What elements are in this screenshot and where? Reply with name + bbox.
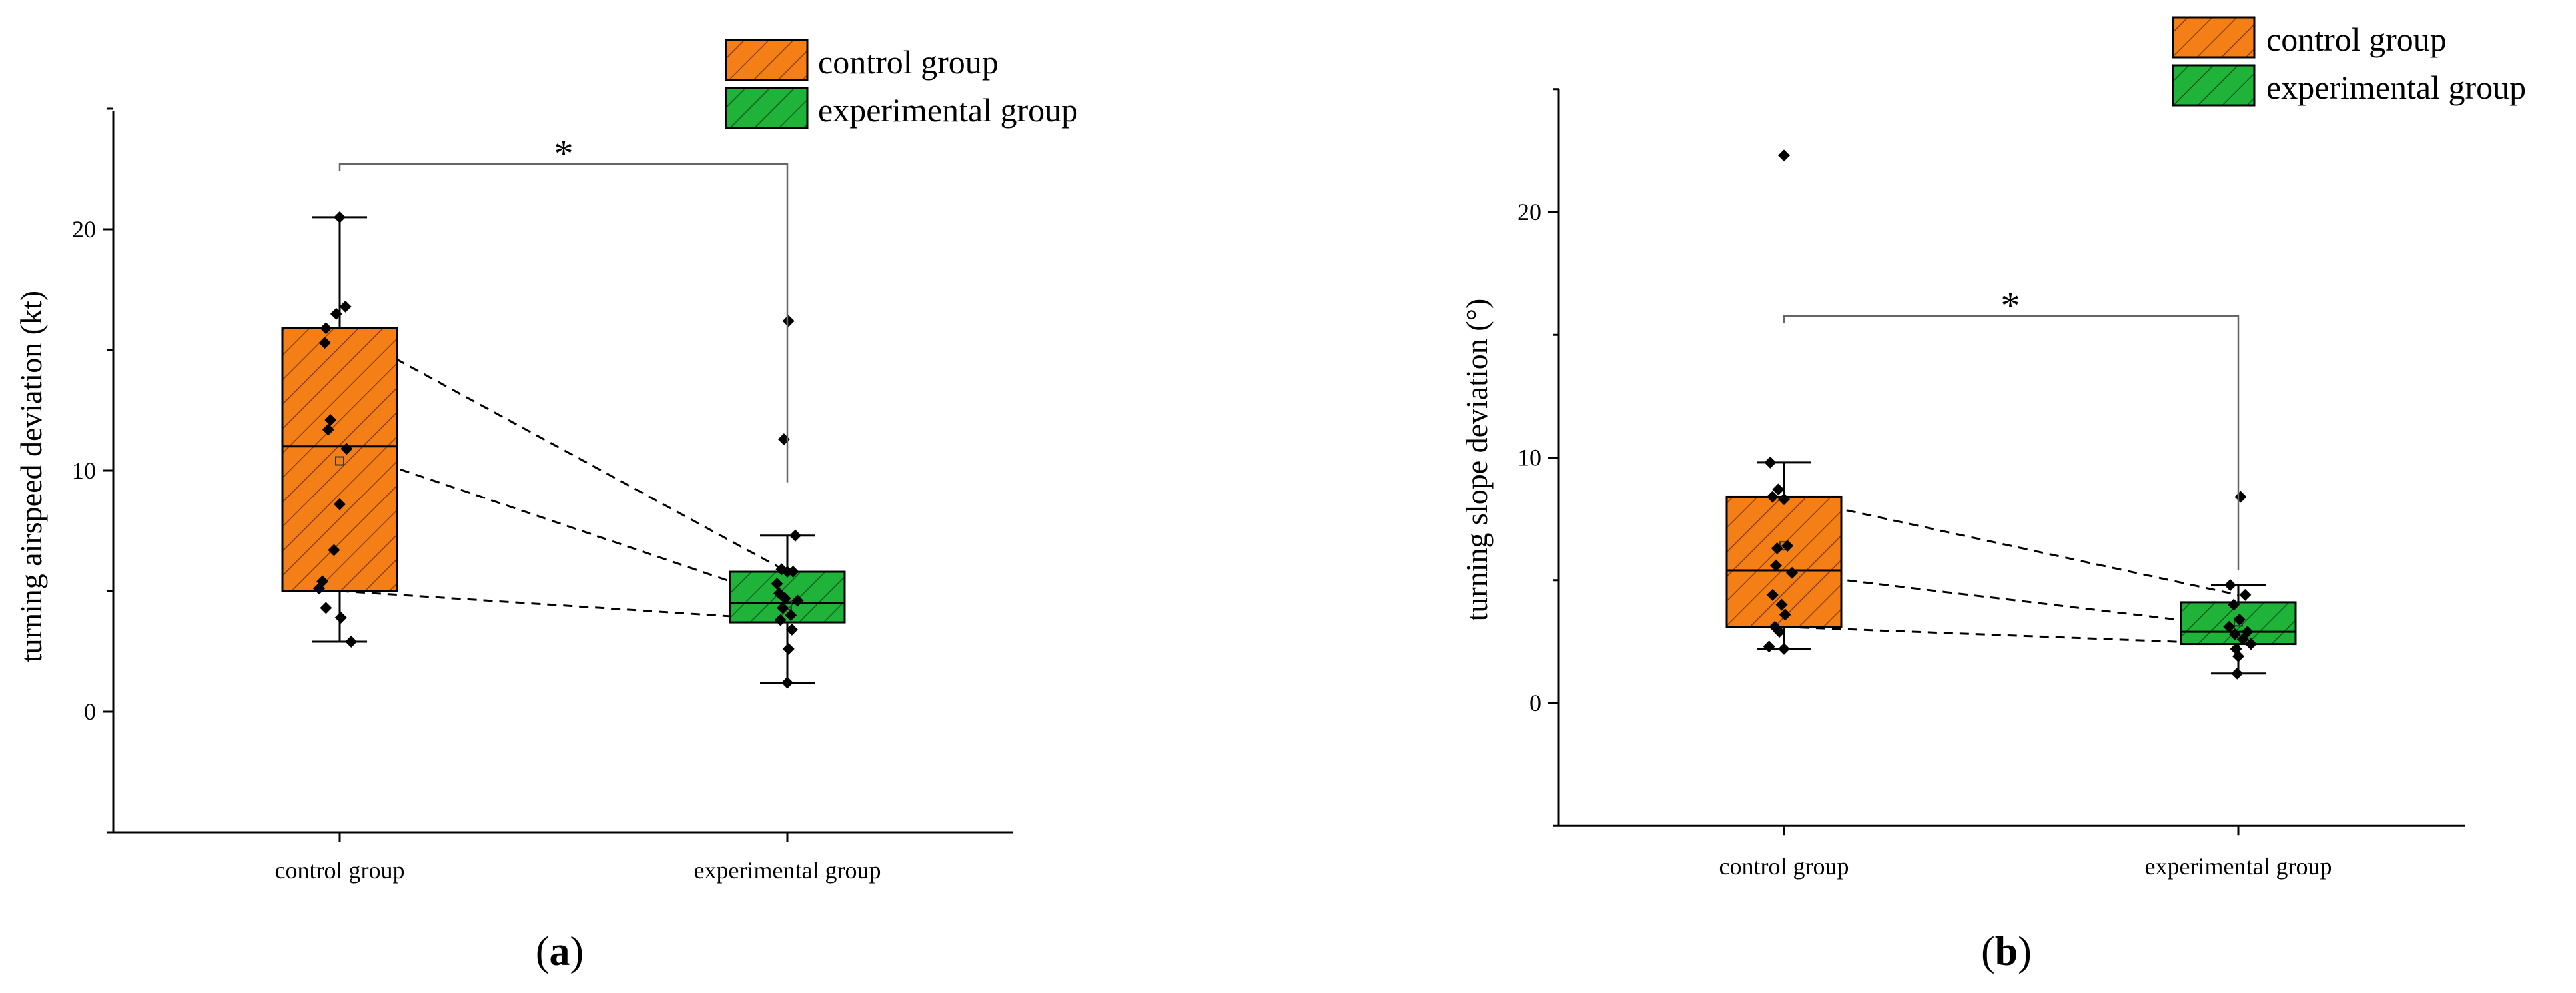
panel-a-box-experimental-point-5 xyxy=(789,529,802,542)
panel-b-box-control-point-5 xyxy=(1771,542,1783,554)
panel-a-trend-line-0 xyxy=(339,327,788,573)
panel-a-ytick-label-0: 0 xyxy=(84,698,96,725)
panel-b-legend: control group experimental group xyxy=(2172,16,2526,107)
panel-b-box-control-point-2 xyxy=(1772,483,1785,496)
panel-a-box-experimental-point-6 xyxy=(771,578,783,590)
panel-a-box-control-point-7 xyxy=(340,443,353,455)
panel-a-box-control-point-1 xyxy=(320,322,332,335)
panel-a-box-control-point-11 xyxy=(313,582,326,595)
panel-a-box-control-point-13 xyxy=(334,611,347,624)
panel-a-box-control-point-2 xyxy=(318,337,331,349)
panel-a-box-control-point-6 xyxy=(322,423,334,436)
panel-b-box-experimental-point-9 xyxy=(2244,638,2257,650)
panel-b-box-experimental-point-1 xyxy=(2224,579,2236,592)
panel-a-significance-star: * xyxy=(554,132,574,175)
panel-a-box-control-body xyxy=(281,327,398,592)
panel-b-box-control-point-8 xyxy=(1786,566,1799,579)
panel-b-box-control-point-4 xyxy=(1766,491,1779,503)
panel-b-box-control-point-13 xyxy=(1763,640,1775,653)
panel-b-box-experimental-point-6 xyxy=(2223,620,2236,633)
panel-b-xtick-label-control: control group xyxy=(1719,853,1849,880)
panel-b-box-experimental-point-12 xyxy=(2231,667,2244,680)
panel-b-legend-label-experimental: experimental group xyxy=(2266,69,2526,106)
panel-a-label-close: ) xyxy=(570,929,584,974)
panel-a-box-control-point-3 xyxy=(330,307,342,320)
panel-b-xtick-label-experimental: experimental group xyxy=(2145,853,2332,880)
panel-b-significance-star: * xyxy=(2001,284,2020,327)
panel-b-box-experimental-point-3 xyxy=(2228,598,2240,611)
panel-a-box-experimental-point-14 xyxy=(782,642,795,655)
panel-b: 0 10 20 turning slope deviation (°) contro… xyxy=(1460,16,2526,974)
panel-a-box-control-point-0 xyxy=(334,211,346,223)
panel-b-box-control-point-7 xyxy=(1769,559,1782,572)
panel-a-ylabel: turning airspeed deviation (kt) xyxy=(14,291,48,662)
panel-b-box-control-point-3 xyxy=(1778,493,1790,506)
panel-a-box-control-point-4 xyxy=(339,300,352,313)
panel-b-legend-swatch-control xyxy=(2172,16,2256,59)
panel-b-legend-swatch-experimental xyxy=(2172,64,2256,107)
panel-a-box-experimental-point-4 xyxy=(787,566,799,578)
panel-b-ytick-label-20: 20 xyxy=(1517,199,1541,225)
panel-a-xtick-label-control: control group xyxy=(275,857,405,884)
panel-b-box-control-point-11 xyxy=(1779,608,1791,621)
panel-b-trend-line-2 xyxy=(1783,626,2239,646)
panel-b-label: (b) xyxy=(1981,929,2032,974)
panel-a-significance-bracket xyxy=(338,163,789,483)
panel-b-box-experimental-point-4 xyxy=(2233,613,2246,626)
panel-b-box-experimental-point-11 xyxy=(2232,650,2244,662)
panel-a-label-letter: a xyxy=(550,929,570,974)
panel-a-box-experimental-point-10 xyxy=(777,602,789,614)
panel-b-ytick-label-0: 0 xyxy=(1529,690,1541,716)
panel-a-box-experimental-point-8 xyxy=(779,592,791,604)
panel-a-label-open: ( xyxy=(536,929,550,974)
panel-b-significance-bracket xyxy=(1783,315,2240,571)
panel-a-label: (a) xyxy=(536,929,584,974)
panel-b-axes: 0 10 20 xyxy=(1517,88,2465,836)
panel-b-ylabel: turning slope deviation (°) xyxy=(1460,299,1494,622)
panel-b-box-control-point-9 xyxy=(1766,588,1779,601)
panel-b-label-open: ( xyxy=(1981,929,1995,974)
panel-a-xtick-label-experimental: experimental group xyxy=(694,857,881,884)
panel-a-box-experimental-point-12 xyxy=(774,614,787,626)
panel-a-legend-swatch-experimental xyxy=(725,87,809,129)
panel-a-legend-label-control: control group xyxy=(818,43,999,81)
panel-a-box-control-point-14 xyxy=(345,636,358,648)
panel-b-box-experimental-point-0 xyxy=(2234,491,2247,503)
panel-b-box-experimental-point-2 xyxy=(2239,588,2252,601)
panel-b-box-experimental-point-8 xyxy=(2236,633,2249,646)
panel-a-legend-swatch-control xyxy=(725,39,809,81)
panel-a-box-experimental-point-15 xyxy=(781,676,793,689)
panel-b-box-control-point-6 xyxy=(1781,540,1794,552)
panel-a-box-experimental-point-11 xyxy=(785,609,797,622)
panel-b-box-control-point-14 xyxy=(1778,642,1790,655)
panel-a-ytick-label-10: 10 xyxy=(72,457,96,484)
panel-a-box-control-point-5 xyxy=(324,413,337,426)
panel-b-trend-line-1 xyxy=(1783,572,2239,628)
panel-b-label-close: ) xyxy=(2018,929,2032,974)
panel-a: 0 10 20 turning airspeed deviation (kt) co… xyxy=(14,39,1078,974)
panel-a-axes: 0 10 20 xyxy=(72,107,1013,842)
panel-b-legend-label-control: control group xyxy=(2266,21,2447,58)
panel-a-legend: control group experimental group xyxy=(725,39,1078,129)
panel-a-box-control-point-12 xyxy=(320,602,332,614)
panel-a-box-control-point-8 xyxy=(334,498,346,510)
panel-b-label-letter: b xyxy=(1995,929,2018,974)
panel-a-box-control-point-9 xyxy=(328,544,340,556)
panel-a-box-experimental-point-13 xyxy=(785,623,798,636)
panel-a-box-experimental-point-9 xyxy=(791,594,804,607)
panel-a-trend-line-1 xyxy=(339,447,788,602)
panel-b-box-experimental-point-7 xyxy=(2228,628,2241,640)
panel-b-trend-line-0 xyxy=(1783,495,2239,596)
panel-a-box-control-mean-marker xyxy=(335,456,344,466)
panel-b-box-control-point-10 xyxy=(1775,598,1788,611)
panel-b-box-control-point-15 xyxy=(1773,626,1786,638)
panel-a-trend-line-2 xyxy=(339,590,788,621)
panel-b-box-control-point-0 xyxy=(1778,149,1790,162)
panel-b-ytick-label-10: 10 xyxy=(1517,445,1541,471)
panel-a-box-experimental-point-0 xyxy=(782,315,795,327)
panel-a-legend-label-experimental: experimental group xyxy=(818,91,1078,129)
panel-a-ytick-label-20: 20 xyxy=(72,216,96,243)
panel-b-box-control-point-1 xyxy=(1764,456,1777,469)
